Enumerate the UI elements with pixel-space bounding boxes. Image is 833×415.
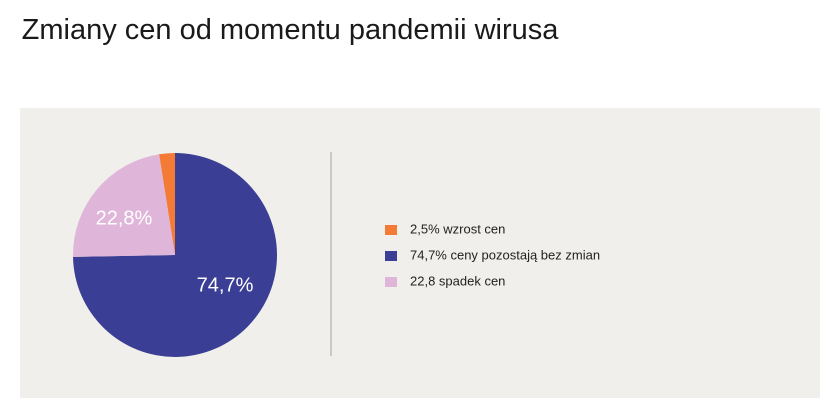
pie-slice — [73, 154, 175, 257]
legend-swatch — [385, 225, 397, 235]
legend-swatch — [385, 277, 397, 287]
data-label: 74,7% — [197, 275, 254, 297]
legend-swatch — [385, 251, 397, 261]
chart-title: Zmiany cen od momentu pandemii wirusa — [21, 14, 559, 46]
data-label: 22,8% — [96, 207, 153, 229]
pie-slice — [73, 153, 277, 357]
legend-label: 2,5% wzrost cen — [410, 221, 505, 236]
pie-slice — [159, 153, 175, 255]
legend-label: 74,7% ceny pozostają bez zmian — [410, 247, 600, 262]
legend-label: 22,8 spadek cen — [410, 273, 505, 288]
